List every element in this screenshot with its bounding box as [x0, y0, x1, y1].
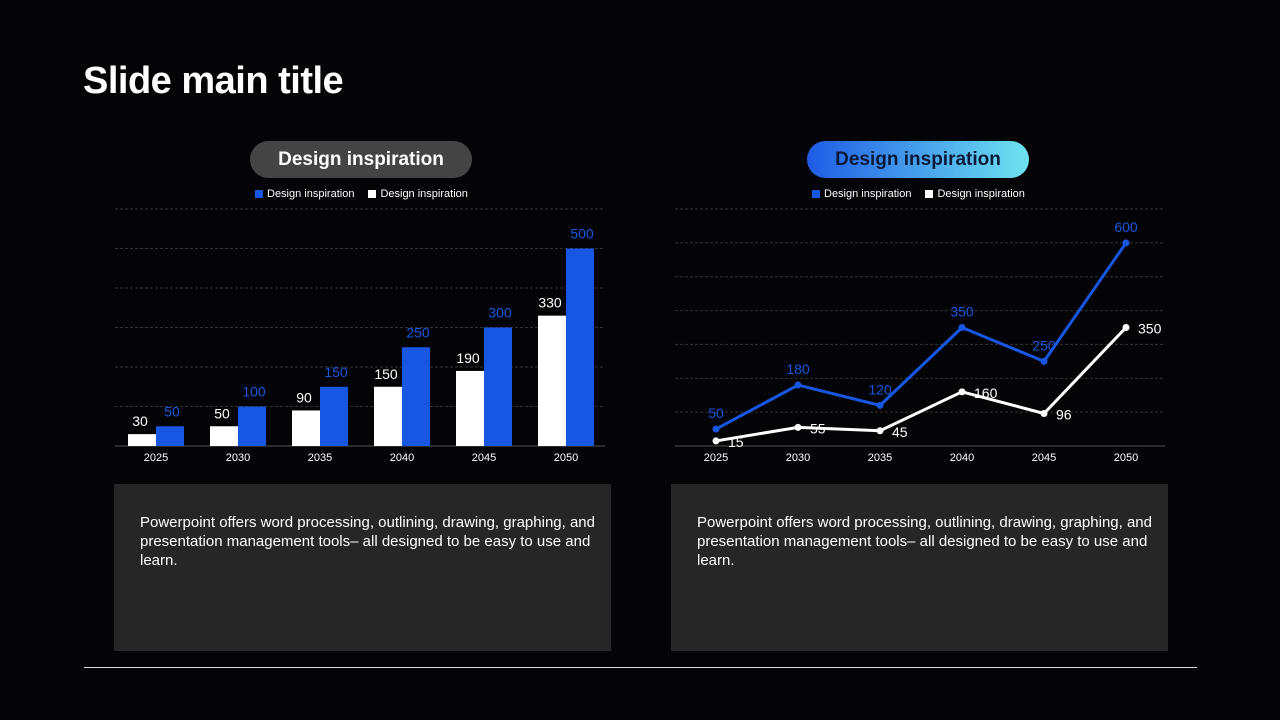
- data-point: [958, 388, 966, 396]
- data-label-blue: 250: [1032, 337, 1056, 353]
- legend-swatch-blue: [255, 190, 263, 198]
- data-label-blue: 50: [708, 405, 724, 421]
- bar-blue: [156, 426, 184, 446]
- bar-white: [456, 370, 484, 446]
- data-label-blue: 300: [488, 305, 512, 321]
- bar-blue: [320, 386, 348, 446]
- x-tick-label: 2025: [144, 452, 168, 464]
- bar-white: [292, 410, 320, 446]
- legend-item-white: Design inspiration: [925, 188, 1025, 200]
- x-tick-label: 2050: [1114, 452, 1138, 464]
- bar-blue: [402, 347, 430, 446]
- data-label-white: 330: [538, 295, 562, 311]
- x-tick-label: 2035: [308, 452, 332, 464]
- line-chart-title: Design inspiration: [807, 141, 1029, 178]
- data-label-white: 96: [1056, 406, 1072, 422]
- legend-label: Design inspiration: [937, 188, 1025, 200]
- data-label-blue: 100: [242, 384, 266, 400]
- data-label-white: 150: [374, 366, 398, 382]
- data-label-white: 15: [728, 434, 744, 450]
- data-label-white: 160: [974, 385, 998, 401]
- slide-title: Slide main title: [83, 60, 344, 102]
- data-point: [1122, 239, 1130, 247]
- line-series-white: [715, 326, 1128, 443]
- data-label-blue: 180: [786, 361, 810, 377]
- data-label-white: 90: [296, 389, 312, 405]
- data-label-white: 190: [456, 350, 480, 366]
- data-label-blue: 50: [164, 403, 180, 419]
- legend-label: Design inspiration: [380, 188, 468, 200]
- data-point: [1040, 357, 1048, 365]
- x-tick-label: 2040: [390, 452, 414, 464]
- x-tick-label: 2025: [704, 452, 728, 464]
- data-point: [1122, 324, 1130, 331]
- line-chart-legend: Design inspiration Design inspiration: [812, 188, 1025, 200]
- x-tick-label: 2045: [472, 452, 496, 464]
- x-tick-label: 2030: [226, 452, 250, 464]
- data-label-blue: 350: [950, 304, 974, 320]
- line-series-blue: [715, 242, 1128, 431]
- x-tick-label: 2035: [868, 452, 892, 464]
- bar-white: [538, 315, 566, 446]
- x-tick-label: 2040: [950, 452, 974, 464]
- data-point: [876, 427, 884, 435]
- data-label-blue: 500: [570, 226, 594, 242]
- data-point: [712, 437, 720, 445]
- data-point: [794, 381, 802, 389]
- data-label-blue: 150: [324, 364, 348, 380]
- data-point: [1040, 409, 1048, 417]
- data-label-white: 50: [214, 405, 230, 421]
- x-tick-label: 2030: [786, 452, 810, 464]
- data-point: [794, 423, 802, 431]
- data-label-white: 350: [1138, 321, 1162, 337]
- bottom-divider: [84, 667, 1197, 668]
- legend-swatch-blue: [812, 190, 820, 198]
- bar-blue: [238, 406, 266, 446]
- x-tick-label: 2045: [1032, 452, 1056, 464]
- legend-swatch-white: [925, 190, 934, 198]
- bar-white: [374, 386, 402, 446]
- bar-white: [128, 434, 156, 446]
- text-box-body: Powerpoint offers word processing, outli…: [697, 514, 1152, 569]
- legend-label: Design inspiration: [267, 188, 355, 200]
- data-label-white: 55: [810, 420, 826, 436]
- legend-item-blue: Design inspiration: [812, 188, 911, 200]
- legend-swatch-white: [368, 190, 377, 198]
- bar-blue: [566, 248, 594, 446]
- x-tick-label: 2050: [554, 452, 578, 464]
- data-point: [876, 401, 884, 409]
- legend-item-blue: Design inspiration: [255, 188, 354, 200]
- data-label-white: 45: [892, 424, 908, 440]
- bar-blue: [484, 327, 512, 446]
- bar-chart-legend: Design inspiration Design inspiration: [255, 188, 468, 200]
- legend-label: Design inspiration: [824, 188, 912, 200]
- text-box-right: Powerpoint offers word processing, outli…: [671, 484, 1168, 651]
- data-label-blue: 600: [1114, 219, 1138, 235]
- data-label-blue: 250: [406, 324, 430, 340]
- bar-white: [210, 426, 238, 446]
- data-point: [712, 425, 720, 433]
- data-point: [958, 324, 966, 331]
- legend-item-white: Design inspiration: [368, 188, 468, 200]
- charts-canvas: 2025 2030 2035 2040 2045 2050 30 50 50 100 90 150 15…: [115, 208, 1165, 464]
- text-box-left: Powerpoint offers word processing, outli…: [114, 484, 611, 651]
- bar-chart-title: Design inspiration: [250, 141, 472, 178]
- data-label-blue: 120: [868, 381, 892, 397]
- data-label-white: 30: [132, 413, 148, 429]
- text-box-body: Powerpoint offers word processing, outli…: [140, 514, 595, 569]
